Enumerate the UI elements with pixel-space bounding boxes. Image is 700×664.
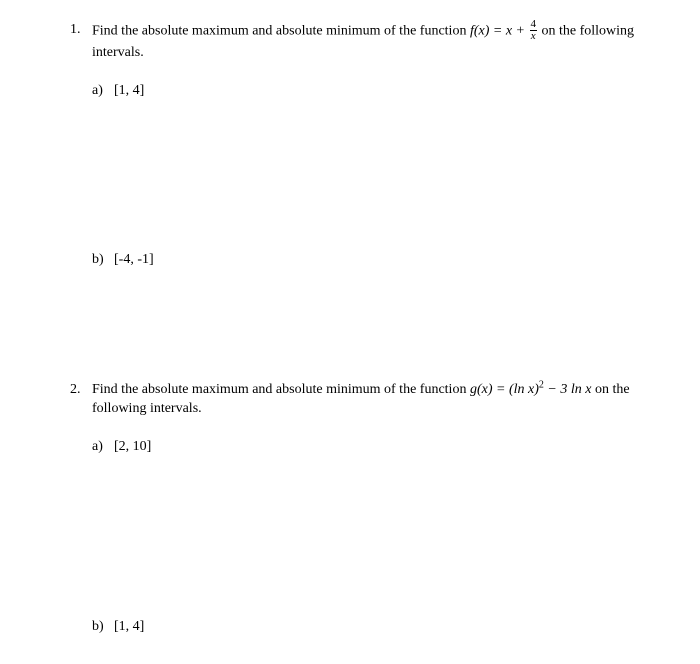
part-interval: [-4, -1] (114, 250, 154, 270)
problem-1-part-a: a) [1, 4] (92, 81, 640, 101)
frac-denominator: x (530, 31, 538, 42)
problem-2-part-a: a) [2, 10] (92, 437, 640, 457)
problem-1: 1. Find the absolute maximum and absolut… (70, 20, 640, 63)
part-interval: [1, 4] (114, 81, 144, 101)
func-def: g(x) = (ln x) (470, 382, 539, 397)
text-before: Find the absolute maximum and absolute m… (92, 382, 470, 397)
func-lhs: f(x) = x + (470, 24, 529, 39)
text-line2: following intervals. (92, 399, 640, 419)
fraction: 4x (530, 19, 538, 42)
problem-1-part-b: b) [-4, -1] (92, 250, 640, 270)
problem-2-part-b: b) [1, 4] (92, 617, 640, 637)
problem-number: 1. (70, 20, 92, 40)
part-label: b) (92, 250, 114, 270)
problem-2: 2. Find the absolute maximum and absolut… (70, 380, 640, 419)
part-interval: [2, 10] (114, 437, 151, 457)
text-after: on the following (538, 24, 634, 39)
text-after: on the (591, 382, 629, 397)
text-line2: intervals. (92, 43, 640, 63)
func-tail: − 3 ln x (544, 382, 592, 397)
problem-text: Find the absolute maximum and absolute m… (92, 380, 640, 419)
part-label: a) (92, 437, 114, 457)
text-before: Find the absolute maximum and absolute m… (92, 24, 470, 39)
part-label: b) (92, 617, 114, 637)
problem-number: 2. (70, 380, 92, 400)
part-interval: [1, 4] (114, 617, 144, 637)
problem-text: Find the absolute maximum and absolute m… (92, 20, 640, 63)
part-label: a) (92, 81, 114, 101)
